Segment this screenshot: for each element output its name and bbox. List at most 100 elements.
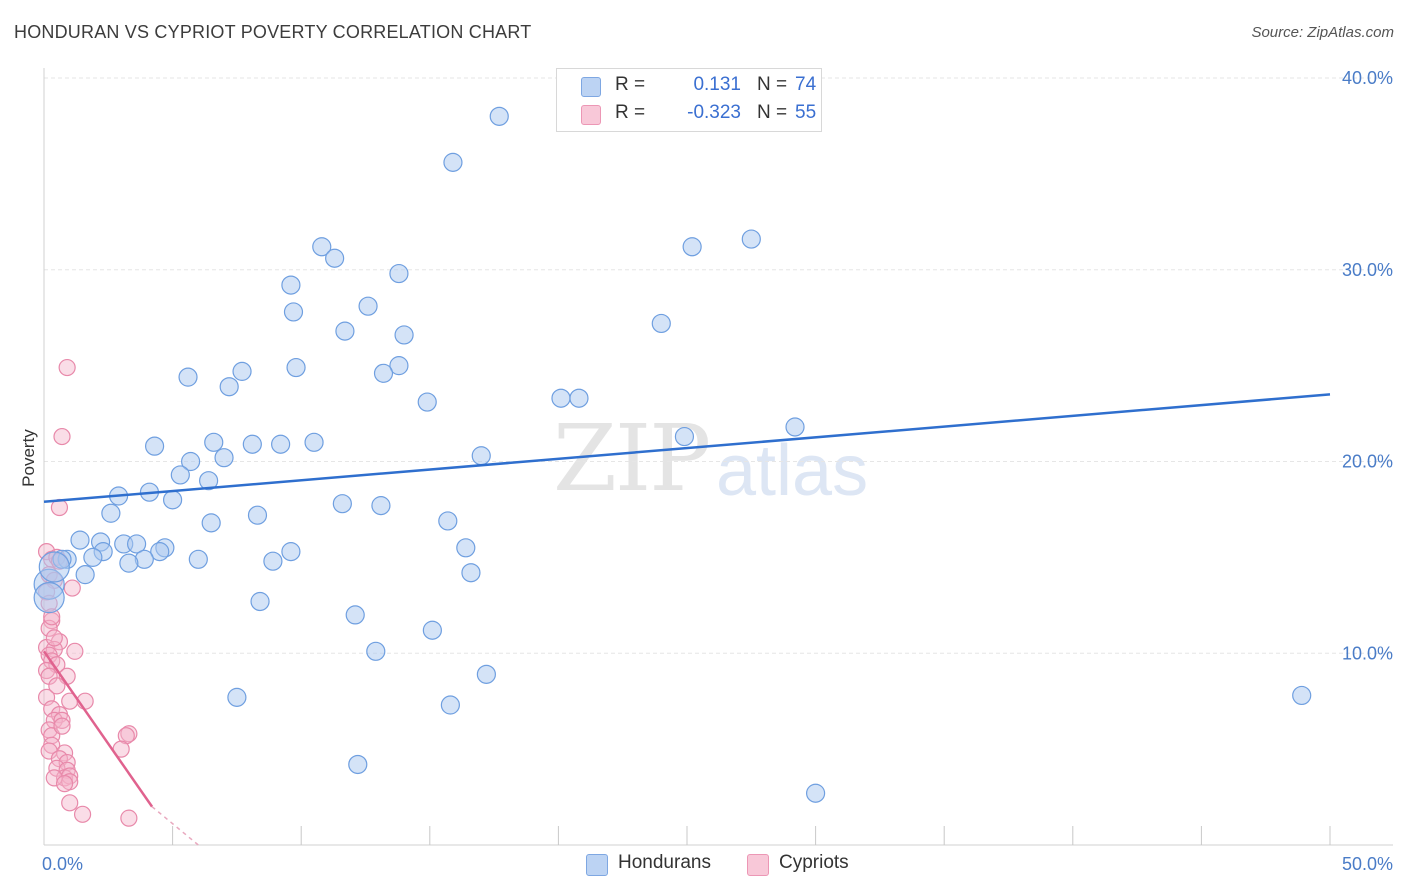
honduran-point	[325, 248, 345, 268]
legend-r-label: R =	[615, 74, 646, 95]
honduran-point	[682, 237, 702, 257]
honduran-point	[335, 321, 355, 341]
honduran-point	[394, 325, 414, 345]
cypriot-point	[120, 809, 138, 827]
honduran-point	[345, 605, 365, 625]
legend-label-cypriots: Cypriots	[779, 852, 849, 873]
honduran-point	[271, 434, 291, 454]
honduran-point	[674, 426, 695, 447]
honduran-trend-line	[43, 393, 1331, 504]
honduran-point	[250, 591, 270, 612]
y-tick-label: 20.0%	[1342, 452, 1393, 472]
legend-n-label: N =	[757, 102, 788, 123]
honduran-point	[101, 503, 121, 523]
source-label: Source: ZipAtlas.com	[1251, 24, 1394, 41]
blue-swatch-icon	[581, 77, 601, 97]
legend-r-value: -0.323	[687, 102, 741, 123]
cypriot-point	[53, 427, 71, 446]
blue-swatch-icon	[586, 854, 608, 876]
cypriot-trend-extension	[151, 806, 199, 846]
honduran-point	[366, 641, 386, 661]
stats-legend: R = 0.131 N = 74 R = -0.323 N = 55	[556, 68, 822, 132]
honduran-point	[150, 542, 170, 562]
cypriot-point	[45, 629, 63, 647]
honduran-point	[332, 494, 352, 514]
honduran-point	[263, 551, 283, 571]
honduran-point	[358, 296, 378, 316]
y-axis-label: Poverty	[19, 429, 38, 487]
honduran-point	[75, 565, 95, 585]
axes	[43, 68, 1393, 846]
honduran-point	[214, 448, 234, 468]
cypriot-point	[61, 794, 79, 812]
cypriot-point	[53, 711, 71, 729]
cypriot-point	[48, 677, 66, 695]
honduran-point	[204, 432, 224, 452]
y-tick-label: 30.0%	[1342, 260, 1393, 280]
honduran-point	[569, 388, 589, 408]
honduran-point	[181, 451, 201, 472]
honduran-point	[312, 237, 332, 257]
honduran-point	[489, 106, 509, 126]
honduran-point	[144, 436, 165, 456]
honduran-point	[438, 511, 458, 531]
honduran-point	[188, 549, 208, 569]
honduran-point	[440, 695, 460, 715]
honduran-point	[38, 551, 70, 583]
cypriot-point	[55, 775, 74, 793]
honduran-point	[126, 534, 147, 554]
honduran-point	[83, 547, 103, 567]
honduran-point	[281, 542, 301, 562]
honduran-point	[389, 356, 409, 376]
honduran-point	[281, 275, 301, 295]
honduran-point	[371, 496, 391, 516]
y-tick-label: 10.0%	[1342, 643, 1393, 663]
honduran-point	[651, 313, 671, 334]
honduran-point	[199, 471, 219, 491]
chart-title: HONDURAN VS CYPRIOT POVERTY CORRELATION …	[14, 22, 532, 42]
honduran-point	[70, 530, 90, 550]
honduran-point	[286, 357, 306, 378]
honduran-point	[422, 620, 442, 640]
cypriot-point	[58, 358, 76, 377]
honduran-point	[283, 302, 304, 322]
x-tick-label: 0.0%	[42, 854, 83, 874]
honduran-point	[456, 538, 476, 558]
honduran-points	[33, 106, 1312, 803]
cypriot-point	[66, 642, 84, 660]
x-tick-label: 50.0%	[1342, 854, 1393, 874]
legend-r-label: R =	[615, 102, 646, 123]
honduran-point	[443, 152, 463, 172]
honduran-point	[201, 513, 221, 533]
honduran-point	[785, 417, 805, 437]
honduran-point	[304, 432, 324, 452]
y-tick-label: 40.0%	[1342, 68, 1393, 88]
honduran-point	[242, 434, 262, 454]
honduran-point	[170, 465, 190, 485]
honduran-point	[119, 553, 139, 573]
honduran-point	[178, 367, 198, 387]
trend-lines	[42, 393, 1331, 846]
honduran-point	[1292, 685, 1312, 706]
honduran-point	[551, 388, 571, 408]
honduran-point	[33, 582, 65, 614]
cypriot-trend-line	[42, 650, 154, 808]
legend-n-value: 55	[795, 102, 817, 123]
legend-n-value: 74	[795, 74, 817, 95]
cypriot-point	[63, 579, 81, 597]
cypriot-point	[73, 805, 92, 823]
pink-swatch-icon	[747, 854, 769, 876]
honduran-point	[227, 687, 247, 707]
honduran-point	[741, 229, 761, 249]
honduran-point	[232, 361, 252, 381]
honduran-point	[219, 377, 239, 397]
honduran-point	[247, 505, 268, 525]
legend-n-label: N =	[757, 74, 788, 95]
honduran-point	[417, 392, 437, 412]
honduran-point	[389, 263, 409, 284]
honduran-point	[373, 363, 394, 383]
watermark-zip: ZIP	[553, 405, 711, 512]
honduran-point	[163, 490, 183, 510]
honduran-point	[471, 446, 491, 466]
